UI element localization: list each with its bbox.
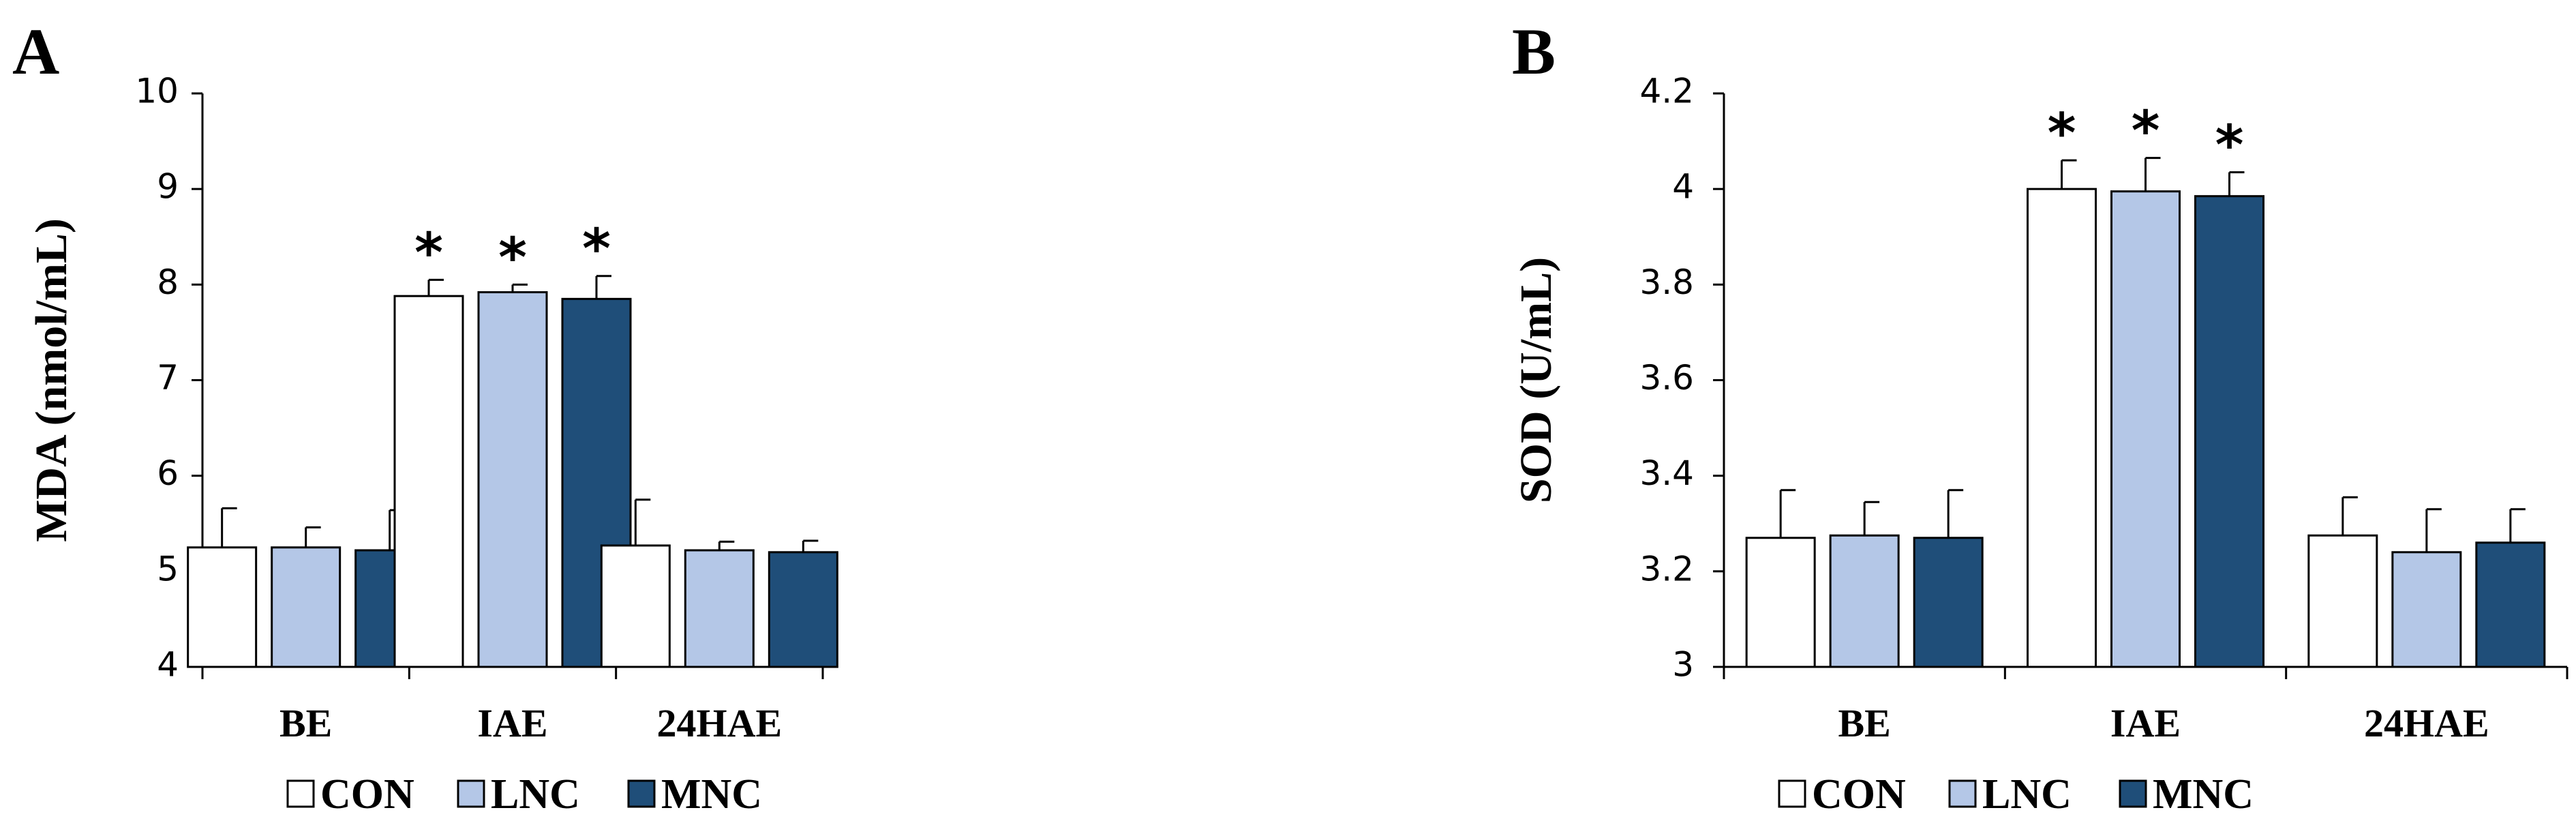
panel-a: A MDA (nmol/mL) 4 5 6 7 8 9 10 BE IAE * * * 24HAE CON LN… [12,15,838,818]
y-tick-label: 6 [157,453,179,493]
significance-marker: * [498,226,527,289]
legend-label-lnc: LNC [1982,771,2072,818]
legend-label-con: CON [1812,771,1906,818]
x-category-label: BE [279,701,332,745]
y-tick-label: 3.2 [1639,549,1694,588]
legend-swatch-con [286,779,315,808]
y-tick-label: 3.8 [1639,263,1694,302]
panel-label: B [1512,15,1556,88]
bar-mnc-iae [2194,195,2264,668]
y-axis-title: MDA (nmol/mL) [27,218,76,542]
bar-lnc-be [1829,534,1900,668]
legend-swatch-lnc [457,779,485,808]
legend-swatch-lnc [1948,779,1977,808]
bar-lnc-24hae [684,549,755,668]
bar-con-be [187,546,258,668]
y-tick-label: 4.2 [1639,72,1694,111]
legend-swatch-con [1778,779,1806,808]
y-tick-label: 8 [157,263,179,302]
bar-con-24hae [2307,534,2378,668]
x-category-label: IAE [2110,701,2181,745]
bar-mnc-24hae [2475,541,2546,668]
significance-marker: * [2048,102,2076,165]
bar-lnc-24hae [2391,551,2462,668]
panel-label: A [12,15,59,88]
y-tick-label: 3 [1672,645,1694,685]
legend-swatch-mnc [627,779,656,808]
y-tick-label: 7 [157,358,179,398]
significance-marker: * [414,221,443,284]
bar-con-iae [2027,188,2097,668]
y-tick-label: 3.4 [1639,453,1694,493]
x-category-label: 24HAE [2364,701,2489,745]
bar-lnc-iae [477,291,548,668]
significance-marker: * [2132,100,2160,163]
y-tick-label: 3.6 [1639,358,1694,398]
bar-mnc-be [1913,537,1984,668]
y-tick-label: 10 [135,72,179,111]
bar-lnc-be [271,546,342,668]
x-category-label: BE [1838,701,1890,745]
significance-marker: * [2215,114,2244,177]
significance-marker: * [582,218,611,281]
bar-con-be [1745,537,1816,668]
legend-swatch-mnc [2119,779,2147,808]
bar-mnc-24hae [768,551,838,668]
legend-label-mnc: MNC [661,771,762,818]
y-tick-label: 9 [157,167,179,207]
y-tick-label: 5 [157,549,179,588]
bar-lnc-iae [2110,190,2181,668]
legend-label-mnc: MNC [2153,771,2254,818]
bar-con-iae [393,295,464,668]
x-category-label: 24HAE [656,701,782,745]
x-category-label: IAE [477,701,547,745]
y-tick-label: 4 [1672,167,1694,207]
bar-con-24hae [600,544,671,668]
y-axis-title: SOD (U/mL) [1511,257,1561,503]
panel-b: B SOD (U/mL) 3 3.2 3.4 3.6 3.8 4 4.2 BE IAE * * * 24HA… [1511,15,2569,818]
legend-label-lnc: LNC [491,771,580,818]
y-tick-label: 4 [157,645,179,685]
legend-label-con: CON [320,771,414,818]
